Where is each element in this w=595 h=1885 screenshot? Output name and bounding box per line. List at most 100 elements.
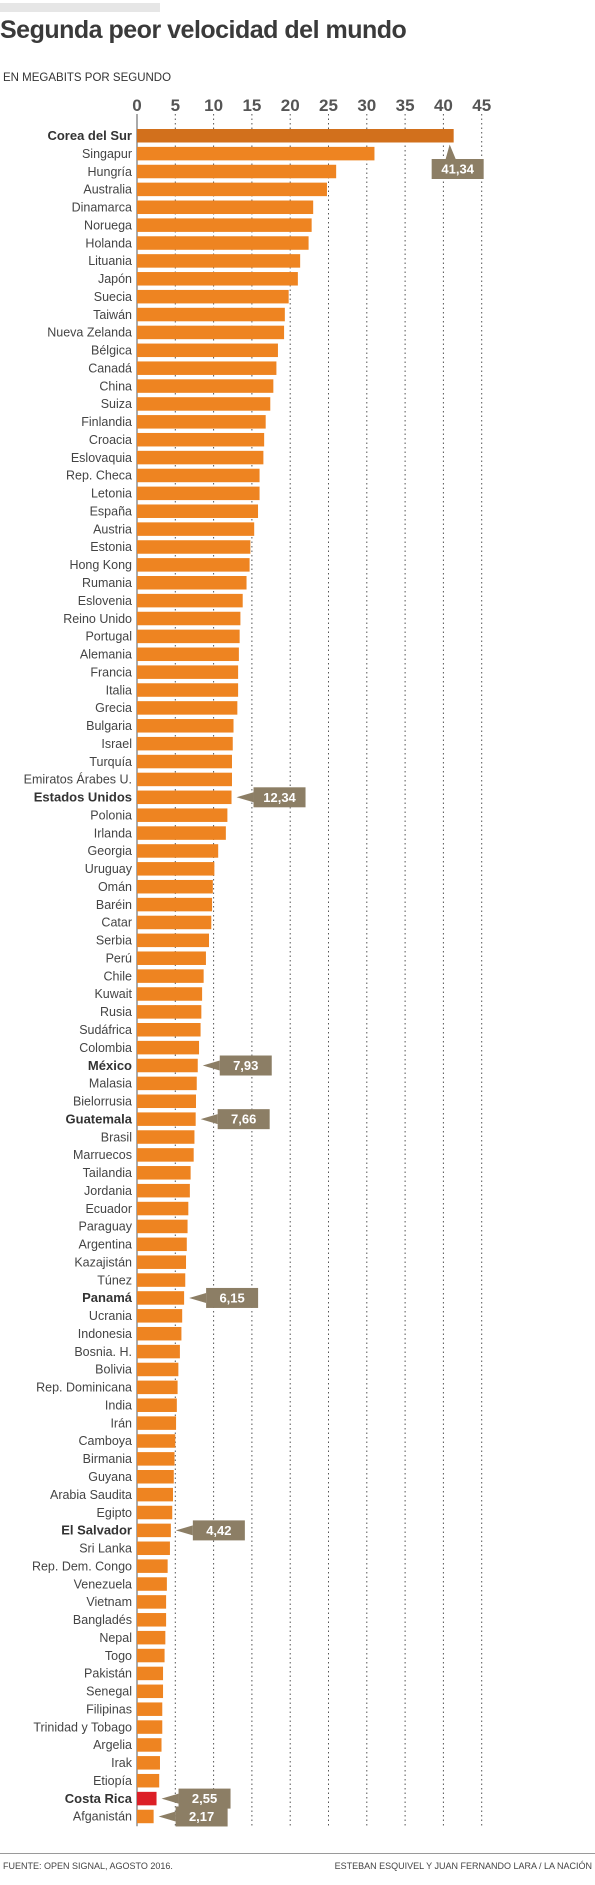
data-label-el-salvador: 4,42 [206,1523,231,1538]
bar-trinidad-y-tobago [137,1720,163,1734]
bar-polonia [137,808,228,822]
bar-corea-del-sur [137,129,454,143]
category-label-tailandia: Tailandia [83,1166,132,1180]
bar-belgica [137,343,278,358]
bar-emiratos-arabes-u [137,772,232,787]
chart-subtitle: EN MEGABITS POR SEGUNDO [3,72,172,84]
category-label-kazajistan: Kazajistán [74,1255,132,1269]
x-tick-label-45: 45 [472,96,491,115]
bar-india [137,1398,177,1412]
bar-turquia [137,754,232,769]
bar-taiwan [137,307,285,322]
category-label-letonia: Letonia [91,487,132,501]
bar-el-salvador [137,1523,171,1538]
category-label-georgia: Georgia [88,844,133,858]
data-label-estados-unidos: 12,34 [263,790,296,805]
bar-rep-dominicana [137,1380,178,1395]
category-label-panama: Panamá [82,1290,133,1305]
x-tick-label-0: 0 [132,96,141,115]
x-tick-label-10: 10 [204,96,223,115]
category-label-argentina: Argentina [78,1238,132,1252]
bar-reino-unido [137,611,241,626]
bar-italia [137,683,239,697]
category-label-japon: Japón [98,272,132,286]
category-label-irak: Irak [111,1756,133,1770]
bar-brasil [137,1130,195,1144]
bar-irak [137,1756,160,1770]
category-label-bielorrusia: Bielorrusia [73,1095,132,1109]
category-label-israel: Israel [101,737,132,751]
category-label-finlandia: Finlandia [81,415,132,429]
callout-box-corea-del-sur [431,159,484,179]
bar-suiza [137,397,271,411]
callout-box-guatemala [217,1109,270,1130]
bar-croacia [137,432,265,447]
category-label-birmania: Birmania [83,1452,132,1466]
bar-singapur [137,146,375,161]
category-label-jordania: Jordania [84,1184,132,1198]
category-label-camboya: Camboya [79,1434,133,1448]
category-label-malasia: Malasia [89,1077,132,1091]
bar-indonesia [137,1326,182,1341]
category-label-hungria: Hungría [88,165,133,179]
category-label-austria: Austria [93,522,132,536]
bar-guatemala [137,1112,196,1126]
x-tick-label-30: 30 [357,96,376,115]
bar-filipinas [137,1702,163,1716]
bar-camboya [137,1434,176,1448]
category-label-australia: Australia [83,183,132,197]
credit-note: ESTEBAN ESQUIVEL Y JUAN FERNANDO LARA / … [334,1861,592,1871]
category-label-barein: Baréin [96,898,132,912]
bar-estonia [137,540,251,554]
bar-togo [137,1648,165,1663]
category-label-nepal: Nepal [99,1631,132,1645]
category-label-rep-checa: Rep. Checa [66,469,132,483]
category-label-espana: España [90,504,132,518]
bar-uruguay [137,862,215,876]
category-label-italia: Italia [106,683,132,697]
callout-pointer-costa-rica [161,1793,179,1804]
bar-birmania [137,1452,175,1466]
bar-rusia [137,1005,202,1019]
bar-estados-unidos [137,790,232,805]
category-label-bolivia: Bolivia [95,1363,132,1377]
bar-suecia [137,289,289,304]
callout-box-costa-rica [178,1788,231,1809]
category-label-guyana: Guyana [88,1470,132,1484]
bar-alemania [137,647,239,662]
bar-holanda [137,236,309,250]
bar-bulgaria [137,719,234,733]
bar-vietnam [137,1595,167,1609]
bar-peru [137,951,206,965]
category-label-rep-dominicana: Rep. Dominicana [36,1381,132,1395]
category-label-sri-lanka: Sri Lanka [79,1542,132,1556]
data-label-costa-rica: 2,55 [192,1791,217,1806]
bar-eslovaquia [137,450,264,465]
category-label-guatemala: Guatemala [66,1111,133,1126]
bar-espana [137,504,259,518]
bar-irlanda [137,826,226,840]
bar-rep-dem-congo [137,1559,168,1573]
category-label-nueva-zelanda: Nueva Zelanda [47,326,132,340]
bar-sudafrica [137,1023,201,1037]
bar-noruega [137,218,312,232]
category-label-suiza: Suiza [101,397,132,411]
bar-bielorrusia [137,1094,196,1109]
bar-austria [137,522,255,536]
bar-canada [137,361,277,375]
bar-mexico [137,1058,198,1073]
data-label-corea-del-sur: 41,34 [441,162,474,177]
title-accent-bar [0,3,160,12]
data-label-panama: 6,15 [219,1290,244,1305]
bar-iran [137,1416,177,1430]
category-label-iran: Irán [110,1416,132,1430]
bar-oman [137,879,213,894]
bar-afganistan [137,1809,154,1824]
bar-bosnia-h [137,1344,180,1359]
category-label-grecia: Grecia [95,701,132,715]
category-label-sudafrica: Sudáfrica [79,1023,132,1037]
bar-banglades [137,1613,167,1627]
category-label-estados-unidos: Estados Unidos [34,790,132,805]
category-label-eslovenia: Eslovenia [78,594,132,608]
